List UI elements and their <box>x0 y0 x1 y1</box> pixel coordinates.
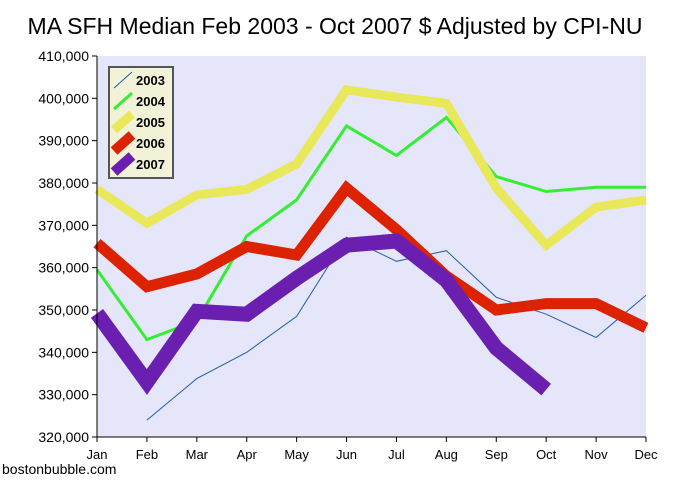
series-line-2003 <box>146 236 647 421</box>
y-tick-label: 320,000 <box>38 429 89 445</box>
source-credit: bostonbubble.com <box>2 461 116 477</box>
series-line-2007 <box>90 233 551 396</box>
x-tick-label: Sep <box>485 447 508 462</box>
series-line-2005 <box>94 85 647 252</box>
y-tick-label: 410,000 <box>38 48 89 64</box>
y-tick-label: 340,000 <box>38 344 89 360</box>
chart-title: MA SFH Median Feb 2003 - Oct 2007 $ Adju… <box>28 13 643 39</box>
legend-label-2005: 2005 <box>136 115 165 130</box>
legend-swatch-2007 <box>110 152 136 176</box>
x-tick-label: May <box>284 447 309 462</box>
x-tick-label: Jan <box>87 447 108 462</box>
y-tick-label: 400,000 <box>38 90 89 106</box>
y-tick-label: 370,000 <box>38 217 89 233</box>
x-tick-label: Mar <box>186 447 209 462</box>
x-tick-label: Oct <box>536 447 557 462</box>
legend-label-2003: 2003 <box>136 73 165 88</box>
x-tick-label: Dec <box>634 447 658 462</box>
legend-swatch-2004 <box>113 91 133 111</box>
legend-swatch-2005 <box>111 110 135 134</box>
x-tick-label: Aug <box>435 447 458 462</box>
x-tick-label: Feb <box>136 447 158 462</box>
legend-label-2006: 2006 <box>136 136 165 151</box>
y-axis-ticks: 320,000 330,000 340,000 350,000 360,000 370,0… <box>38 48 97 445</box>
legend: 2003 2004 2005 2006 2007 <box>108 66 174 179</box>
legend-label-2007: 2007 <box>136 157 165 172</box>
y-tick-label: 330,000 <box>38 387 89 403</box>
legend-label-2004: 2004 <box>136 94 166 109</box>
y-tick-label: 390,000 <box>38 133 89 149</box>
x-axis-ticks: Jan Feb Mar Apr May Jun Jul Aug Sep Oct Nov Dec <box>87 437 658 462</box>
x-tick-label: Nov <box>585 447 609 462</box>
x-tick-label: Apr <box>237 447 258 462</box>
y-tick-label: 360,000 <box>38 260 89 276</box>
y-tick-label: 350,000 <box>38 302 89 318</box>
x-tick-label: Jul <box>388 447 405 462</box>
series-line-2006 <box>93 180 649 333</box>
legend-swatch-2006 <box>110 131 136 155</box>
y-tick-label: 380,000 <box>38 175 89 191</box>
series-layer <box>90 85 649 421</box>
legend-swatch-2003 <box>113 71 133 89</box>
x-tick-label: Jun <box>336 447 357 462</box>
